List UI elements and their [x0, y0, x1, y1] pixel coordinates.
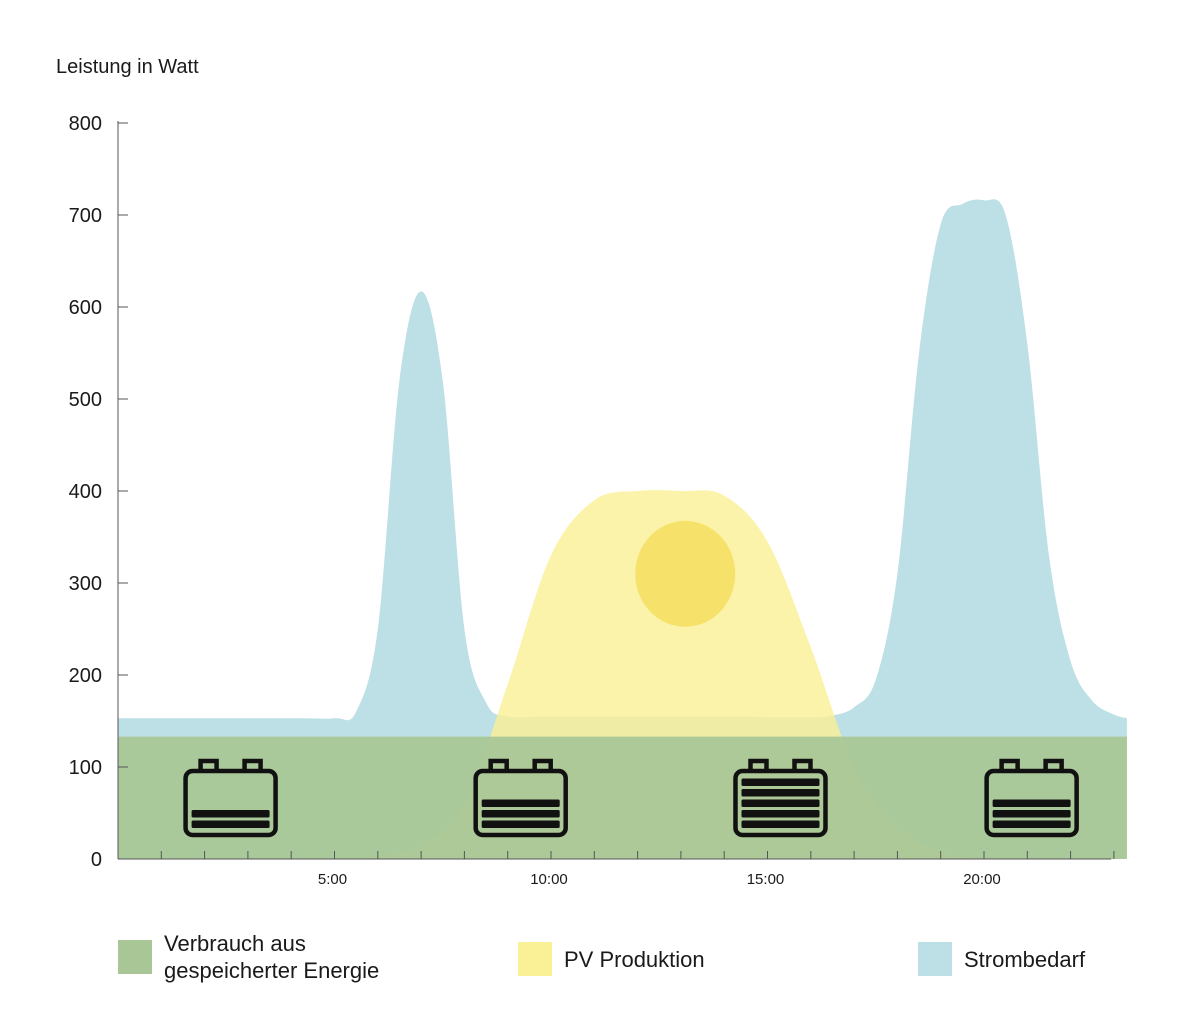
y-tick-label: 0 [91, 849, 102, 871]
axes: 0 100 200 300 400 500 600 700 800 5:00 10:00 15:00 2… [69, 113, 1115, 888]
y-tick-label: 500 [69, 389, 102, 411]
legend-swatch [118, 940, 152, 974]
y-tick-label: 400 [69, 481, 102, 503]
legend-item-pv-produktion: PV Produktion [518, 942, 705, 976]
x-tick-label: 10:00 [530, 871, 568, 888]
y-tick-label: 700 [69, 205, 102, 227]
series-areas [118, 199, 1127, 859]
y-axis-label: Leistung in Watt [56, 56, 199, 78]
y-tick-label: 200 [69, 665, 102, 687]
x-tick-label: 5:00 [318, 871, 347, 888]
legend-label: PV Produktion [564, 946, 705, 972]
battery-medium-icon [473, 758, 568, 838]
legend-swatch [518, 942, 552, 976]
series-area-strombedarf [118, 199, 1127, 859]
legend-label: Strombedarf [964, 946, 1086, 972]
battery-medium-icon [984, 758, 1079, 838]
y-tick-label: 100 [69, 757, 102, 779]
sun-icon [635, 520, 736, 627]
battery-full-icon [733, 758, 828, 838]
legend-label: Verbrauch aus gespeicherter Energie [164, 931, 380, 983]
x-tick-label: 20:00 [963, 871, 1001, 888]
legend: Verbrauch aus gespeicherter Energie PV Pr… [0, 928, 1200, 998]
y-tick-label: 300 [69, 573, 102, 595]
legend-item-strombedarf: Strombedarf [918, 942, 1085, 976]
x-tick-label: 15:00 [747, 871, 785, 888]
series-area-verbrauch-aus-gespeicherter-energie [118, 736, 1127, 859]
legend-swatch [918, 942, 952, 976]
annotations [183, 520, 1079, 838]
y-tick-label: 800 [69, 113, 102, 135]
legend-item-verbrauch-aus-gespeicherter-energie: Verbrauch aus gespeicherter Energie [118, 930, 379, 984]
battery-low-icon [183, 758, 278, 838]
y-tick-label: 600 [69, 297, 102, 319]
